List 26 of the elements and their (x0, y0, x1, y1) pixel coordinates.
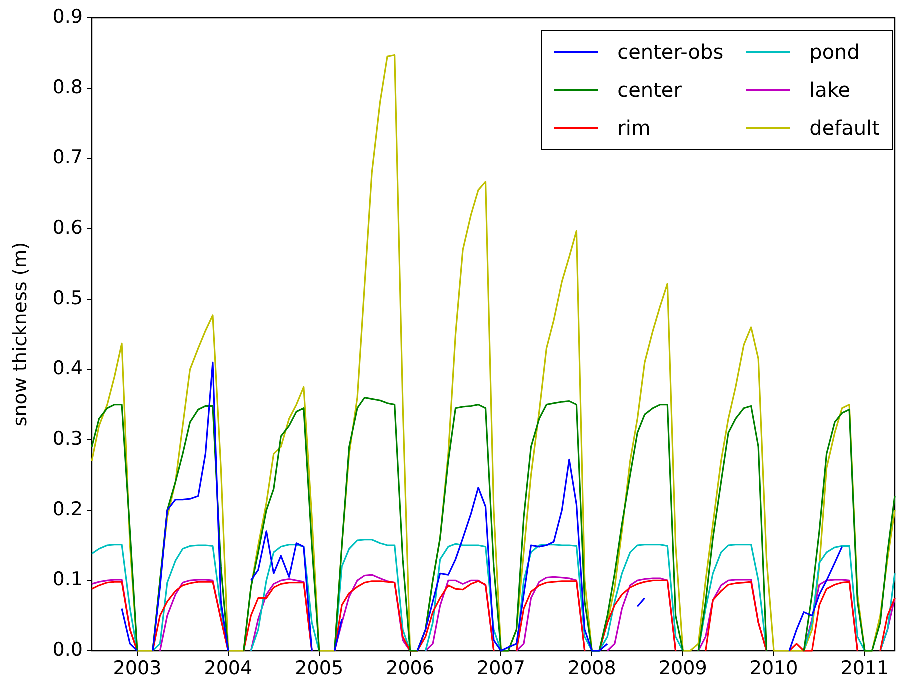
x-tick-label: 2009 (658, 657, 708, 678)
legend-label: lake (810, 78, 851, 102)
y-tick-label: 0.8 (52, 76, 83, 98)
y-tick-label: 0.7 (52, 146, 83, 169)
y-axis-title: snow thickness (m) (9, 242, 32, 427)
y-tick-label: 0.0 (52, 638, 83, 661)
legend-label: default (810, 116, 880, 140)
legend-label: center-obs (618, 40, 724, 64)
y-tick-label: 0.1 (52, 568, 83, 591)
legend-label: pond (810, 40, 860, 64)
x-tick-label: 2003 (113, 657, 162, 678)
y-tick-label: 0.4 (52, 358, 83, 380)
x-tick-label: 2005 (295, 657, 344, 678)
x-tick-label: 2011 (840, 657, 890, 678)
legend-label: rim (618, 116, 651, 140)
y-tick-label: 0.2 (52, 498, 83, 520)
y-tick-label: 0.3 (52, 428, 83, 450)
x-tick-label: 2004 (204, 657, 253, 678)
y-tick-label: 0.5 (52, 287, 83, 310)
x-tick-label: 2006 (386, 657, 434, 678)
y-tick-label: 0.6 (52, 216, 83, 239)
legend-label: center (618, 78, 682, 102)
x-tick-label: 2008 (568, 657, 616, 678)
x-tick-label: 2010 (750, 657, 798, 678)
x-tick-label: 2007 (477, 657, 526, 678)
y-tick-label: 0.9 (52, 6, 83, 28)
